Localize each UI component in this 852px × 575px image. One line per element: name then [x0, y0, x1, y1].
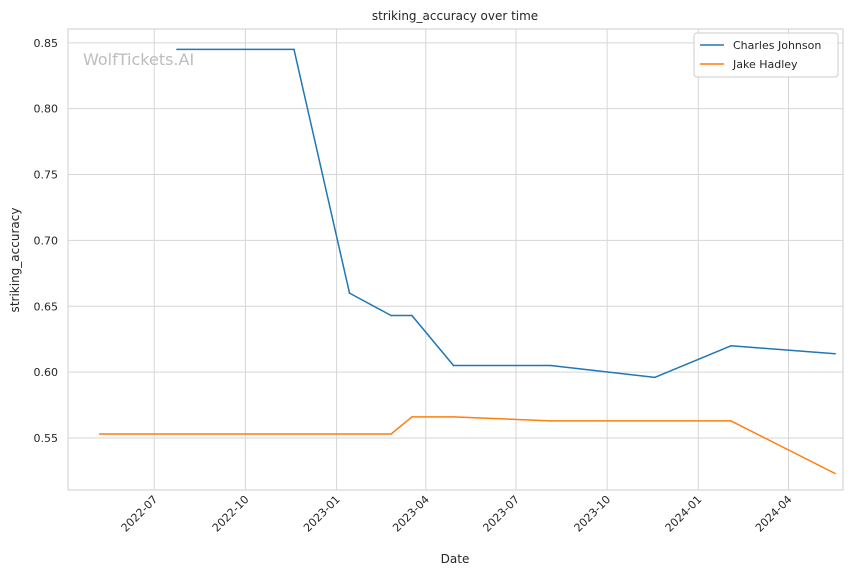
data-point-charles-johnson [176, 48, 178, 51]
y-tick-label: 0.85 [34, 37, 59, 50]
y-axis-label: striking_accuracy [8, 208, 22, 313]
chart-title: striking_accuracy over time [372, 9, 538, 23]
data-point-jake-hadley [452, 416, 455, 418]
data-point-jake-hadley [98, 433, 101, 435]
data-point-charles-johnson [653, 376, 656, 379]
data-point-charles-johnson [348, 292, 351, 294]
y-tick-label: 0.70 [34, 234, 59, 247]
data-point-charles-johnson [411, 314, 413, 317]
grid-lines [68, 29, 843, 490]
data-point-jake-hadley [730, 420, 732, 422]
watermark-text: WolfTickets.AI [83, 50, 194, 69]
plot-background [67, 28, 844, 491]
y-axis-ticks: 0.55 0.60 0.65 0.70 0.75 0.80 0.85 [34, 37, 59, 445]
plot-area: WolfTickets.AI [67, 28, 844, 491]
legend: Charles Johnson Jake Hadley [693, 32, 839, 78]
y-tick-label: 0.55 [34, 432, 59, 445]
data-point-jake-hadley [834, 472, 836, 475]
data-point-jake-hadley [411, 416, 413, 418]
data-point-charles-johnson [730, 345, 732, 347]
legend-label-jake-hadley: Jake Hadley [732, 58, 798, 71]
y-tick-label: 0.65 [34, 300, 59, 313]
legend-box [693, 32, 839, 78]
data-point-charles-johnson [834, 352, 836, 355]
y-tick-label: 0.80 [34, 103, 59, 116]
x-axis-label: Date [441, 552, 470, 566]
series-lines [98, 48, 836, 475]
data-point-charles-johnson [293, 48, 295, 51]
y-tick-label: 0.60 [34, 366, 59, 379]
legend-label-charles-johnson: Charles Johnson [733, 39, 821, 52]
data-point-charles-johnson [390, 314, 392, 317]
series-line-charles-johnson [177, 48, 836, 379]
data-point-charles-johnson [549, 364, 552, 367]
y-tick-label: 0.75 [34, 169, 59, 182]
data-point-jake-hadley [549, 420, 552, 422]
data-point-jake-hadley [390, 433, 392, 435]
data-point-charles-johnson [452, 364, 455, 367]
